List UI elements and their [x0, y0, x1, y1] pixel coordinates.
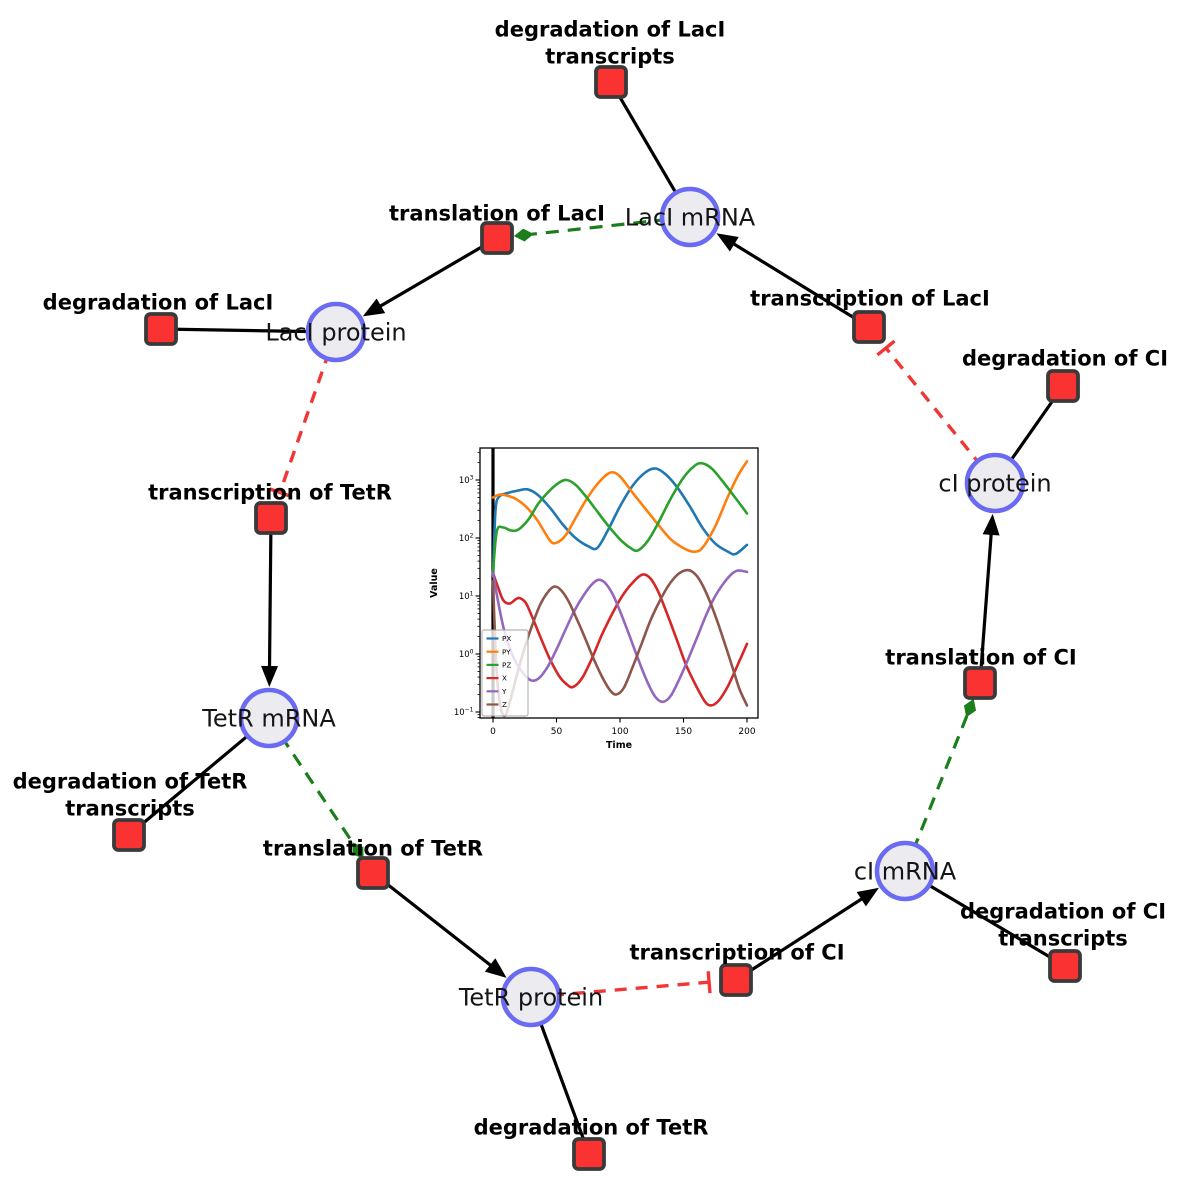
chart-axis-ticks [475, 451, 748, 723]
chart-xtick-label: 150 [675, 727, 692, 737]
reaction-label-deg-ci-transcripts-line2: transcripts [998, 927, 1128, 951]
legend-label-y: Y [501, 687, 507, 696]
chart-ytick-label: 102 [459, 533, 474, 545]
species-label-tetr-protein: TetR protein [458, 984, 603, 1012]
series-py-line [491, 460, 749, 554]
reaction-node-deg-tetr [572, 1137, 606, 1171]
species-node-tetr-protein [500, 966, 562, 1028]
reaction-label-translation-laci: translation of LacI [389, 202, 605, 226]
edge-production-transcription-ci-ci-mrna-arrowhead [856, 887, 879, 907]
species-label-ci-protein: cI protein [938, 470, 1051, 498]
species-node-ci-mrna [874, 840, 936, 902]
edge-modifier-tetr-mrna-translation-tetr-diamond [352, 842, 364, 859]
edge-production-translation-tetr-tetr-protein [372, 871, 495, 969]
reaction-node-transcription-laci [852, 310, 886, 344]
reaction-label-deg-laci-transcripts-line1: degradation of LacI [495, 18, 726, 42]
chart-ytick-label: 103 [459, 475, 474, 487]
species-node-laci-protein [305, 301, 367, 363]
species-label-ci-mrna: cI mRNA [854, 858, 957, 886]
reaction-node-deg-laci [144, 312, 178, 346]
legend-label-x: X [502, 674, 507, 683]
edge-production-translation-laci-laci-protein-arrowhead [362, 298, 386, 317]
chart-yaxis-label: Value [429, 568, 440, 598]
edge-consumption-tetr-mrna-deg-tetr-transcripts [127, 716, 271, 837]
edge-production-transcription-ci-ci-mrna [735, 895, 866, 982]
edge-production-transcription-laci-laci-mrna [730, 240, 870, 329]
reaction-node-deg-laci-transcripts [594, 65, 628, 99]
reaction-label-transcription-laci: transcription of LacI [750, 287, 990, 311]
edge-production-translation-laci-laci-protein [376, 236, 498, 310]
chart-xaxis-label: Time [606, 740, 632, 751]
chart-ytick-label: 10−1 [454, 707, 474, 719]
edge-production-translation-tetr-tetr-protein-arrowhead [484, 958, 507, 978]
chart-xtick-label: 200 [738, 727, 755, 737]
legend-label-px: PX [502, 634, 511, 643]
reaction-label-transcription-ci: transcription of CI [629, 941, 844, 965]
series-x-line [491, 571, 749, 707]
edge-production-translation-ci-ci-protein [978, 530, 994, 684]
reaction-node-deg-ci-transcripts [1048, 949, 1082, 983]
reaction-node-deg-tetr-transcripts [112, 818, 146, 852]
legend-label-py: PY [502, 647, 511, 656]
chart-xtick-label: 100 [611, 727, 628, 737]
species-label-tetr-mrna: TetR mRNA [201, 705, 336, 733]
species-node-ci-protein [964, 452, 1026, 514]
reaction-label-deg-ci-transcripts-line1: degradation of CI [960, 900, 1166, 924]
reaction-node-deg-ci [1046, 369, 1080, 403]
edge-modifier-laci-mrna-translation-laci-diamond [513, 228, 534, 242]
edge-production-transcription-tetr-tetr-mrna-arrowhead [261, 665, 279, 688]
reaction-label-transcription-tetr: transcription of TetR [148, 481, 392, 505]
reaction-label-deg-tetr-transcripts-line1: degradation of TetR [13, 770, 248, 794]
series-pz-line [491, 461, 749, 575]
chart-ytick-label: 100 [459, 649, 474, 661]
edge-production-translation-ci-ci-protein-arrowhead [982, 513, 1000, 536]
reaction-label-deg-ci: degradation of CI [962, 347, 1168, 371]
edge-inhibition-tetr-protein-transcription-ci-tbar [706, 971, 712, 994]
chart-xtick-label: 0 [490, 727, 496, 737]
reaction-node-translation-ci [963, 666, 997, 700]
series-px-line [491, 467, 749, 578]
reaction-node-transcription-tetr [254, 501, 288, 535]
edge-modifier-ci-mrna-translation-ci-diamond [963, 698, 977, 718]
edge-inhibition-ci-protein-transcription-laci-tbar [876, 339, 896, 357]
edge-consumption-ci-mrna-deg-ci-transcripts [904, 869, 1066, 968]
species-label-laci-mrna: LacI mRNA [625, 204, 756, 232]
species-node-tetr-mrna [238, 687, 300, 749]
chart-ytick-label: 101 [459, 591, 474, 603]
edge-production-transcription-laci-laci-mrna-arrowhead [716, 233, 739, 252]
legend-label-pz: PZ [502, 661, 511, 670]
labels: LacI mRNA LacI protein TetR mRNA TetR prote… [13, 18, 1168, 1140]
reaction-label-deg-laci: degradation of LacI [43, 291, 274, 315]
edge-inhibition-laci-protein-transcription-tetr-tbar [268, 487, 291, 498]
reaction-label-deg-tetr-transcripts-line2: transcripts [65, 797, 195, 821]
reaction-node-translation-tetr [356, 856, 390, 890]
nodes [112, 65, 1082, 1171]
reaction-label-translation-tetr: translation of TetR [263, 837, 483, 861]
reaction-node-translation-laci [480, 221, 514, 255]
reaction-node-transcription-ci [719, 963, 753, 997]
chart-legend: PX PY PZ XYZ [481, 629, 529, 717]
reaction-label-deg-laci-transcripts-line2: transcripts [545, 45, 675, 69]
species-node-laci-mrna [659, 186, 721, 248]
reaction-label-deg-tetr: degradation of TetR [474, 1116, 709, 1140]
legend-label-z: Z [502, 700, 507, 709]
species-label-laci-protein: LacI protein [265, 319, 406, 347]
chart-xtick-label: 50 [551, 727, 563, 737]
reaction-label-translation-ci: translation of CI [885, 646, 1076, 670]
edge-production-transcription-tetr-tetr-mrna [267, 517, 273, 671]
